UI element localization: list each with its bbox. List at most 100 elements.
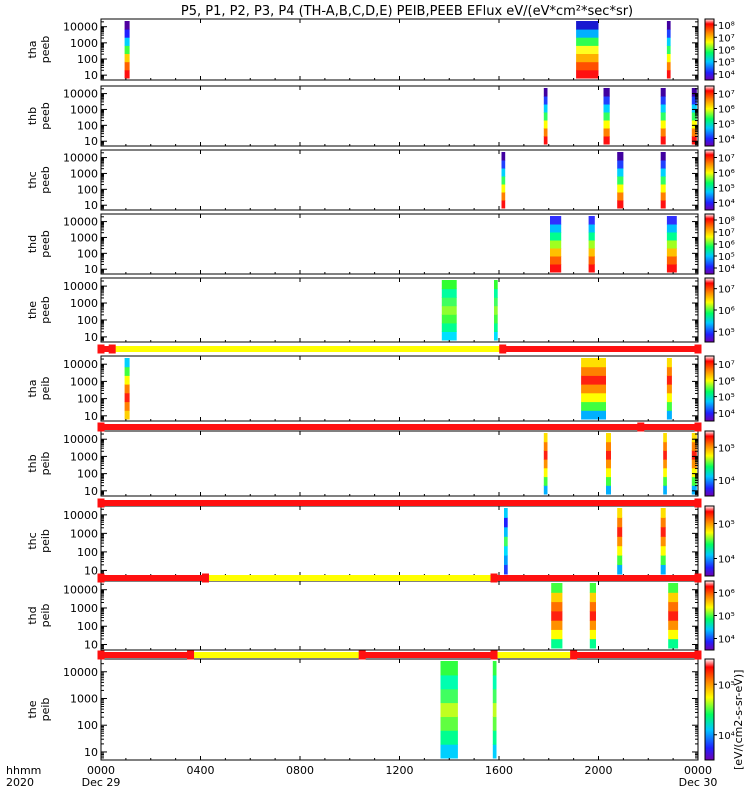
spectrogram-band (606, 441, 611, 451)
panel-frame (100, 18, 699, 81)
spectrogram-band (691, 136, 697, 145)
spectrogram-band (668, 592, 679, 603)
spectrogram-band (581, 375, 606, 385)
panel-label-probe: thb (26, 454, 39, 472)
mode-bar-marker (201, 573, 209, 583)
spectrogram-band (588, 264, 595, 273)
spectrogram-band (440, 688, 458, 704)
spectrogram-band (588, 248, 595, 257)
spectrogram-band (660, 176, 666, 185)
spectrogram-band (589, 629, 596, 640)
spectrogram-band (660, 96, 666, 105)
spectrogram-band (603, 104, 610, 113)
colorbar-tick-label: 10⁵ (718, 520, 735, 531)
spectrogram-band (660, 120, 666, 129)
panel-frame (100, 580, 699, 651)
colorbar-tick-label: 10⁵ (718, 680, 735, 691)
spectrogram-band (663, 450, 667, 460)
spectrogram-band (603, 88, 610, 97)
colorbar-scale (704, 505, 715, 577)
panel-9: 10 100 1000 10000 thd peib 10⁴ 10⁵ 10⁶ (26, 580, 735, 652)
spectrogram-band (617, 184, 624, 193)
colorbar: 10⁵ 10⁶ 10⁷ (704, 277, 735, 343)
chart-title: P5, P1, P2, P3, P4 (TH-A,B,C,D,E) PEIB,P… (181, 4, 633, 19)
spectrogram-band (581, 358, 606, 368)
spectrogram-band (494, 314, 498, 324)
spectrogram-band (551, 620, 563, 630)
spectrogram-band (668, 629, 679, 640)
colorbar-tick-label: 10⁶ (718, 240, 735, 251)
spectrogram-band (124, 53, 130, 63)
spectrogram-burst (501, 152, 506, 209)
spectrogram-band (550, 240, 562, 249)
spectrogram-band (550, 248, 562, 257)
spectrogram-burst (691, 433, 697, 495)
mode-bar-2 (97, 422, 702, 432)
spectrogram-band (660, 104, 666, 113)
spectrogram-band (660, 160, 666, 169)
spectrogram-band (691, 120, 697, 129)
spectrogram-band (668, 583, 679, 593)
panel-label-product: peeb (39, 36, 52, 64)
y-tick-label: 10000 (63, 509, 98, 522)
spectrogram-band (588, 224, 595, 233)
y-tick-label: 1000 (70, 297, 98, 310)
mode-bar-marker (187, 650, 195, 660)
spectrogram-band (124, 401, 130, 411)
spectrogram-band (501, 176, 506, 185)
mode-bar-segment (573, 652, 698, 658)
spectrogram-band (550, 224, 562, 233)
spectrogram-burst (441, 280, 457, 341)
spectrogram-band (543, 467, 548, 478)
spectrogram-band (440, 730, 458, 745)
colorbar-tick-label: 10⁶ (718, 105, 735, 116)
colorbar-tick-label: 10⁴ (718, 555, 735, 566)
spectrogram-burst (666, 216, 677, 273)
y-tick-label: 10 (84, 746, 98, 759)
spectrogram-band (576, 61, 599, 71)
panel-label-probe: tha (26, 40, 39, 58)
panel-5: 10 100 1000 10000 the peeb 10⁵ 10⁶ 10⁷ (26, 277, 735, 344)
mode-bar-segment (494, 575, 698, 581)
colorbar-tick-label: 10⁴ (718, 476, 735, 487)
spectrogram-band (691, 450, 697, 460)
spectrogram-burst (660, 508, 666, 575)
spectrogram-band (588, 240, 595, 249)
colorbar-scale (704, 580, 715, 651)
colorbar-tick-label: 10⁴ (718, 409, 735, 420)
mode-bar-marker (694, 344, 702, 354)
colorbar-tick-label: 10⁴ (718, 264, 735, 275)
spectrogram-band (691, 104, 697, 113)
mode-bar-marker (97, 650, 105, 660)
spectrogram-band (494, 280, 498, 290)
spectrogram-band (124, 366, 130, 376)
spectrogram-band (663, 433, 667, 443)
spectrogram-band (666, 248, 677, 257)
x-tick-label: 0800 (286, 764, 314, 777)
spectrogram-band (666, 21, 671, 30)
spectrogram-band (504, 555, 508, 565)
spectrogram-band (589, 620, 596, 630)
spectrogram-burst (492, 661, 497, 759)
panel-6: 10 100 1000 10000 tha peib 10⁴ 10⁵ 10⁶ 10⁷ (26, 355, 735, 423)
spectrogram-burst (617, 152, 624, 209)
spectrogram-band (617, 545, 623, 556)
spectrogram-band (606, 450, 611, 460)
spectrogram-band (666, 410, 672, 420)
y-tick-label: 10 (84, 135, 98, 148)
spectrogram-band (576, 45, 599, 54)
spectrogram-band (617, 526, 623, 537)
spectrogram-band (550, 264, 562, 273)
spectrogram-band (576, 53, 599, 63)
spectrogram-band (543, 112, 548, 121)
mode-bar-1 (97, 344, 702, 354)
spectrogram-band (666, 358, 672, 368)
panel-label-probe: tha (26, 379, 39, 397)
spectrogram-band (440, 744, 458, 759)
panel-frame (100, 213, 699, 275)
mode-bar-marker (694, 650, 702, 660)
spectrogram-band (691, 441, 697, 451)
spectrogram-band (660, 112, 666, 121)
colorbar-scale (704, 355, 715, 422)
